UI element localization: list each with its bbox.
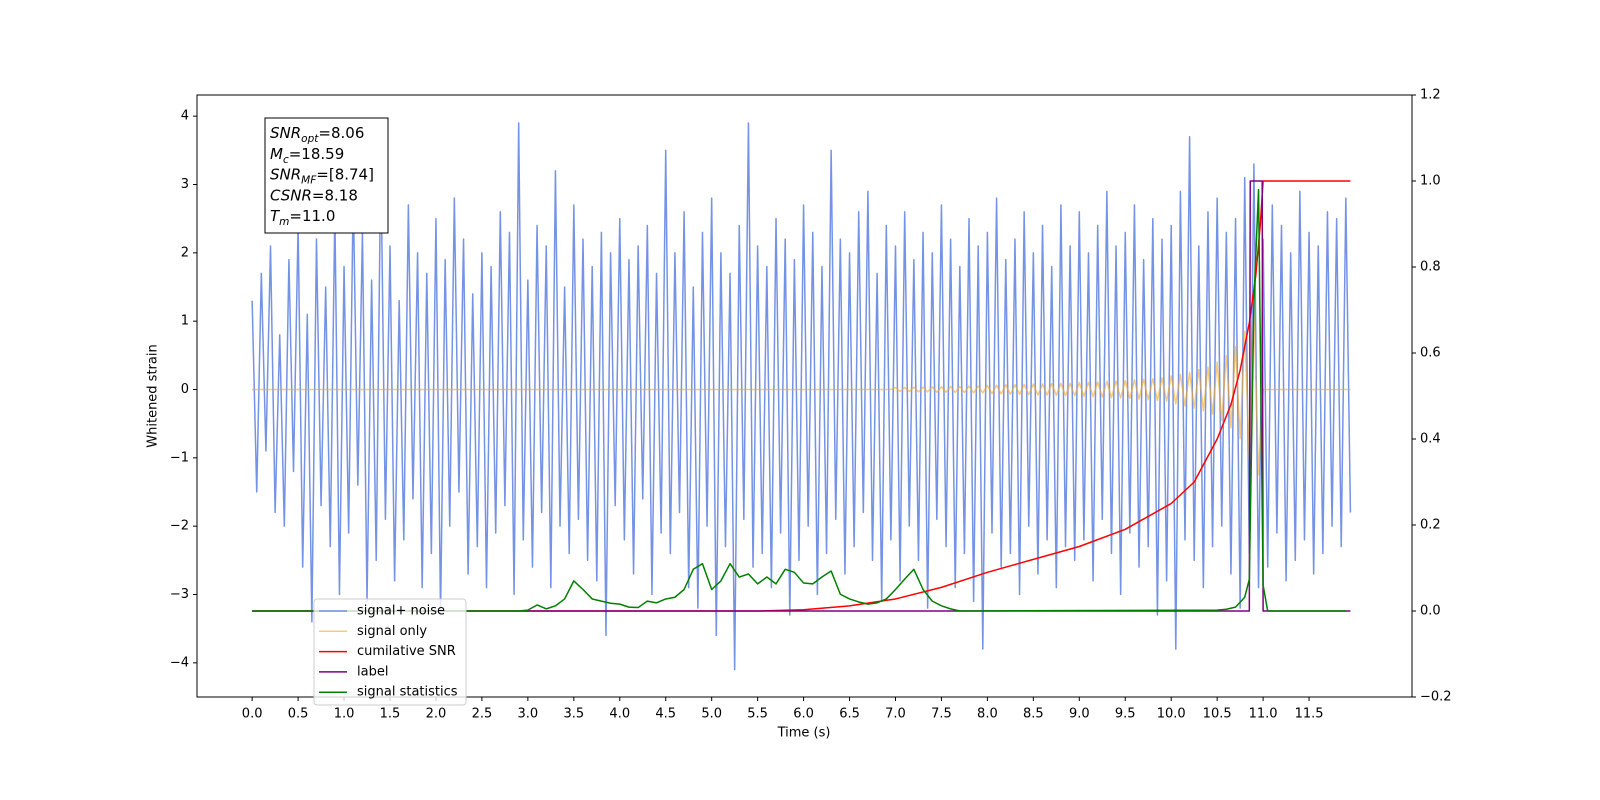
annotation-subscript: MF	[301, 175, 317, 187]
x-tick-label: 2.5	[472, 707, 493, 722]
x-tick-label: 1.0	[334, 707, 355, 722]
annotation-symbol: SNR	[270, 124, 301, 142]
x-tick-label: 10.5	[1203, 707, 1232, 722]
annotation-value: =8.06	[318, 124, 364, 142]
annotation-subscript: m	[279, 216, 289, 228]
x-axis-label: Time (s)	[777, 726, 831, 741]
annotation-subscript: c	[283, 154, 289, 166]
x-tick-label: 6.5	[839, 707, 860, 722]
annotation-line: Mc=18.59	[270, 145, 344, 166]
legend-label: label	[357, 664, 388, 679]
y2-tick-label: 1.2	[1420, 88, 1441, 103]
axes: 0.0 0.5 1.0 1.5 2.0 2.5 3.0 3.5 4.0 4.5 5.0 5.5 6.0 6…	[170, 88, 1452, 722]
annotation-frame	[264, 117, 389, 234]
x-tick-label: 3.0	[518, 707, 539, 722]
x-tick-label: 9.5	[1115, 707, 1136, 722]
x-tick-label: 0.0	[242, 707, 263, 722]
series-line	[252, 310, 1351, 476]
y-axis-label: Whitened strain	[146, 344, 161, 447]
annotation-line: SNRMF=[8.74]	[270, 166, 374, 187]
series-line	[251, 122, 1352, 671]
annotation-box: SNRopt=8.06Mc=18.59SNRMF=[8.74]CSNR=8.18…	[264, 117, 389, 234]
x-tick-label: 2.0	[426, 707, 447, 722]
annotation-symbol: SNR	[270, 166, 301, 184]
x-tick-label: 8.0	[977, 707, 998, 722]
plot-area	[251, 122, 1352, 671]
y-tick-label: 4	[181, 109, 189, 124]
y-tick-label: 2	[181, 245, 189, 260]
annotation-value: =8.18	[312, 186, 358, 204]
x-tick-label: 6.0	[793, 707, 814, 722]
x-tick-label: 0.5	[288, 707, 309, 722]
x-tick-label: 7.0	[885, 707, 906, 722]
annotation-symbol: M	[270, 145, 283, 163]
legend-frame	[313, 598, 467, 706]
annotation-line: Tm=11.0	[270, 207, 335, 228]
x-tick-label: 3.5	[563, 707, 584, 722]
x-tick-label: 10.0	[1157, 707, 1186, 722]
y2-tick-label: 0.0	[1420, 604, 1441, 619]
x-tick-label: 1.5	[380, 707, 401, 722]
y2-tick-label: 0.8	[1420, 260, 1441, 275]
axes-frame	[196, 94, 1413, 698]
series-line	[252, 188, 1346, 612]
x-tick-label: 4.0	[609, 707, 630, 722]
y-tick-label: −1	[170, 450, 189, 465]
y2-tick-label: 0.2	[1420, 518, 1441, 533]
x-tick-label: 9.0	[1069, 707, 1090, 722]
x-tick-label: 4.5	[655, 707, 676, 722]
legend-label: signal statistics	[357, 685, 458, 700]
legend-label: signal only	[357, 624, 427, 639]
x-tick-label: 8.5	[1023, 707, 1044, 722]
y2-tick-label: 0.4	[1420, 432, 1441, 447]
legend-label: signal+ noise	[357, 604, 445, 619]
y-tick-label: −4	[170, 655, 189, 670]
legend: signal+ noise signal only cumilative SNR la…	[313, 598, 467, 706]
y-tick-label: −3	[170, 587, 189, 602]
y2-tick-label: 1.0	[1420, 174, 1441, 189]
annotation-subscript: opt	[301, 133, 319, 145]
annotation-value: =[8.74]	[316, 166, 374, 184]
x-tick-label: 7.5	[931, 707, 952, 722]
y-tick-label: 1	[181, 314, 189, 329]
x-tick-label: 5.5	[747, 707, 768, 722]
y-tick-label: −2	[170, 519, 189, 534]
y-tick-label: 0	[181, 382, 189, 397]
x-tick-label: 11.5	[1295, 707, 1324, 722]
annotation-value: =11.0	[289, 207, 335, 225]
y2-tick-label: −0.2	[1420, 690, 1452, 705]
annotation-line: SNRopt=8.06	[270, 124, 364, 145]
annotation-symbol: T	[270, 207, 281, 225]
annotation-value: =18.59	[289, 145, 345, 163]
legend-label: cumilative SNR	[357, 644, 456, 659]
annotation-line: CSNR=8.18	[270, 186, 358, 204]
y2-tick-label: 0.6	[1420, 346, 1441, 361]
y-tick-label: 3	[181, 177, 189, 192]
x-tick-label: 5.0	[701, 707, 722, 722]
x-tick-label: 11.0	[1249, 707, 1278, 722]
annotation-symbol: CSNR	[270, 186, 312, 204]
